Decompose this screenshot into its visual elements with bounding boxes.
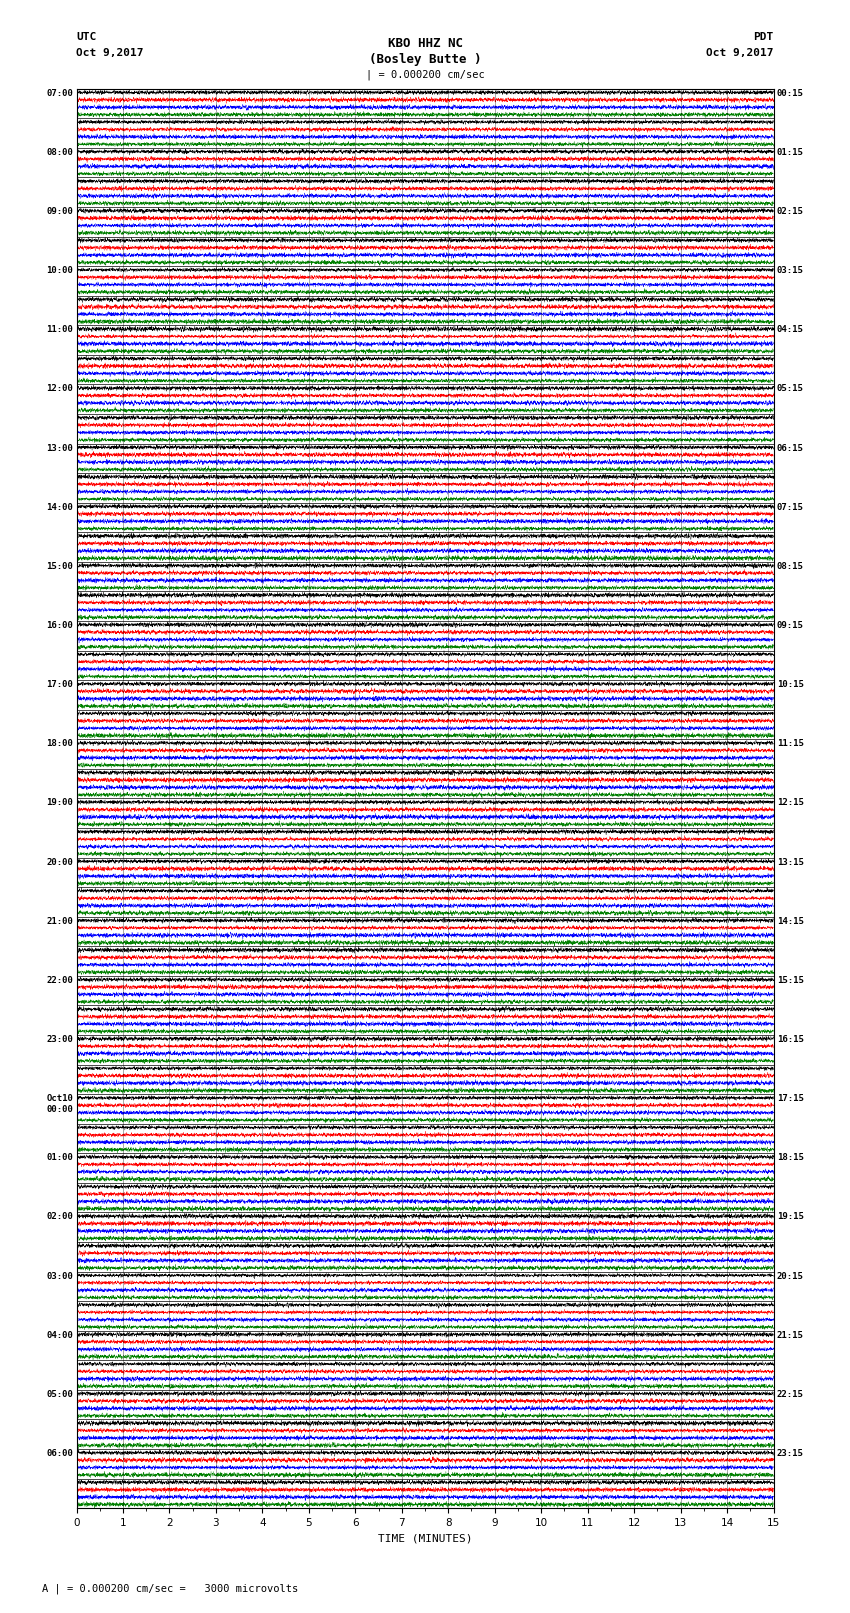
Text: 05:15: 05:15 <box>777 384 804 394</box>
Text: 09:00: 09:00 <box>46 206 73 216</box>
Text: A | = 0.000200 cm/sec =   3000 microvolts: A | = 0.000200 cm/sec = 3000 microvolts <box>42 1582 298 1594</box>
Text: 14:00: 14:00 <box>46 503 73 511</box>
Text: 06:00: 06:00 <box>46 1448 73 1458</box>
Text: 05:00: 05:00 <box>46 1390 73 1398</box>
Text: 19:00: 19:00 <box>46 798 73 808</box>
Text: 13:00: 13:00 <box>46 444 73 453</box>
Text: 04:15: 04:15 <box>777 326 804 334</box>
Text: PDT: PDT <box>753 32 774 42</box>
Text: 15:15: 15:15 <box>777 976 804 986</box>
Text: 08:00: 08:00 <box>46 148 73 156</box>
Text: 16:15: 16:15 <box>777 1036 804 1044</box>
Text: 03:00: 03:00 <box>46 1271 73 1281</box>
Text: 16:00: 16:00 <box>46 621 73 631</box>
Text: 21:15: 21:15 <box>777 1331 804 1340</box>
Text: Oct 9,2017: Oct 9,2017 <box>706 48 774 58</box>
Text: (Bosley Butte ): (Bosley Butte ) <box>369 53 481 66</box>
Text: 02:00: 02:00 <box>46 1213 73 1221</box>
Text: 18:00: 18:00 <box>46 739 73 748</box>
Text: 08:15: 08:15 <box>777 561 804 571</box>
Text: KBO HHZ NC: KBO HHZ NC <box>388 37 462 50</box>
Text: 13:15: 13:15 <box>777 858 804 866</box>
Text: 10:00: 10:00 <box>46 266 73 276</box>
Text: 11:15: 11:15 <box>777 739 804 748</box>
Text: UTC: UTC <box>76 32 97 42</box>
Text: 15:00: 15:00 <box>46 561 73 571</box>
Text: 01:00: 01:00 <box>46 1153 73 1163</box>
Text: 10:15: 10:15 <box>777 681 804 689</box>
Text: 06:15: 06:15 <box>777 444 804 453</box>
Text: 12:00: 12:00 <box>46 384 73 394</box>
Text: 23:15: 23:15 <box>777 1448 804 1458</box>
Text: 04:00: 04:00 <box>46 1331 73 1340</box>
Text: 02:15: 02:15 <box>777 206 804 216</box>
Text: 09:15: 09:15 <box>777 621 804 631</box>
Text: 17:00: 17:00 <box>46 681 73 689</box>
Text: 00:15: 00:15 <box>777 89 804 98</box>
Text: 23:00: 23:00 <box>46 1036 73 1044</box>
Text: 19:15: 19:15 <box>777 1213 804 1221</box>
Text: 07:15: 07:15 <box>777 503 804 511</box>
Text: 21:00: 21:00 <box>46 916 73 926</box>
Text: 01:15: 01:15 <box>777 148 804 156</box>
Text: 22:15: 22:15 <box>777 1390 804 1398</box>
Text: 12:15: 12:15 <box>777 798 804 808</box>
Text: 20:15: 20:15 <box>777 1271 804 1281</box>
Text: Oct 9,2017: Oct 9,2017 <box>76 48 144 58</box>
Text: 20:00: 20:00 <box>46 858 73 866</box>
Text: 18:15: 18:15 <box>777 1153 804 1163</box>
Text: 14:15: 14:15 <box>777 916 804 926</box>
Text: 07:00: 07:00 <box>46 89 73 98</box>
X-axis label: TIME (MINUTES): TIME (MINUTES) <box>377 1534 473 1544</box>
Text: 17:15: 17:15 <box>777 1094 804 1103</box>
Text: 11:00: 11:00 <box>46 326 73 334</box>
Text: | = 0.000200 cm/sec: | = 0.000200 cm/sec <box>366 69 484 81</box>
Text: 22:00: 22:00 <box>46 976 73 986</box>
Text: 03:15: 03:15 <box>777 266 804 276</box>
Text: Oct10
00:00: Oct10 00:00 <box>46 1094 73 1113</box>
